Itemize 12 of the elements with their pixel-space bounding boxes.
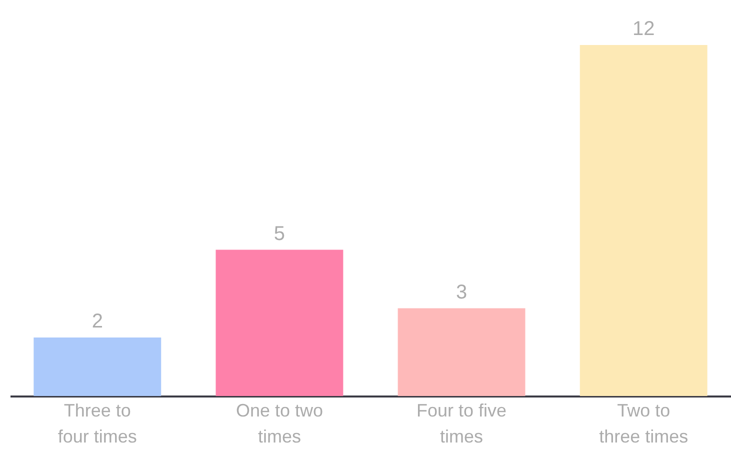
- data-label: 3: [456, 281, 468, 304]
- x-tick-label: Two to three times: [599, 400, 688, 446]
- data-label: 5: [274, 222, 286, 245]
- data-label: 2: [92, 310, 103, 332]
- data-label: 12: [632, 18, 655, 40]
- x-tick-label: Three to four times: [58, 400, 137, 446]
- x-tick-label: One to two times: [236, 400, 323, 446]
- bar: [398, 308, 526, 396]
- bar: [580, 45, 708, 396]
- x-tick-label: Four to five times: [416, 400, 507, 446]
- bar: [216, 250, 344, 396]
- bar: [34, 338, 162, 396]
